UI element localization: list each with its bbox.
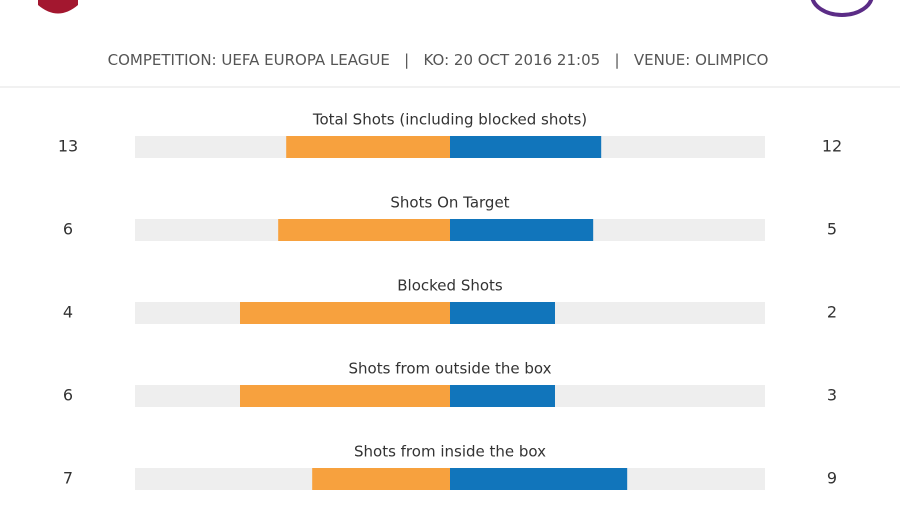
home-bar (312, 468, 450, 490)
info-value: 20 OCT 2016 21:05 (454, 51, 600, 69)
home-value: 7 (63, 469, 73, 488)
away-value: 12 (822, 137, 842, 156)
home-logo (38, 0, 78, 14)
away-logo (810, 0, 874, 17)
away-value: 2 (827, 303, 837, 322)
away-bar (450, 219, 594, 241)
info-label: VENUE: (634, 51, 690, 69)
stat-label: Shots from outside the box (349, 360, 552, 378)
home-bar (278, 219, 450, 241)
info-value: OLIMPICO (695, 51, 768, 69)
away-value: 5 (827, 220, 837, 239)
away-bar (450, 468, 628, 490)
home-bar (286, 136, 450, 158)
stat-label: Shots from inside the box (354, 443, 546, 461)
away-value: 9 (827, 469, 837, 488)
separator: | (390, 51, 424, 69)
separator: | (600, 51, 634, 69)
stat-label: Shots On Target (390, 194, 509, 212)
info-value: UEFA EUROPA LEAGUE (221, 51, 389, 69)
home-bar (240, 385, 450, 407)
info-label: COMPETITION: (108, 51, 217, 69)
away-bar (450, 302, 555, 324)
home-value: 6 (63, 386, 73, 405)
home-value: 6 (63, 220, 73, 239)
stat-label: Total Shots (including blocked shots) (312, 111, 587, 129)
home-value: 13 (58, 137, 78, 156)
away-bar (450, 136, 602, 158)
away-value: 3 (827, 386, 837, 405)
match-info: COMPETITION: UEFA EUROPA LEAGUE | KO: 20… (108, 51, 769, 69)
home-value: 4 (63, 303, 73, 322)
stat-label: Blocked Shots (397, 277, 503, 295)
home-bar (240, 302, 450, 324)
away-bar (450, 385, 555, 407)
info-label: KO: (424, 51, 450, 69)
